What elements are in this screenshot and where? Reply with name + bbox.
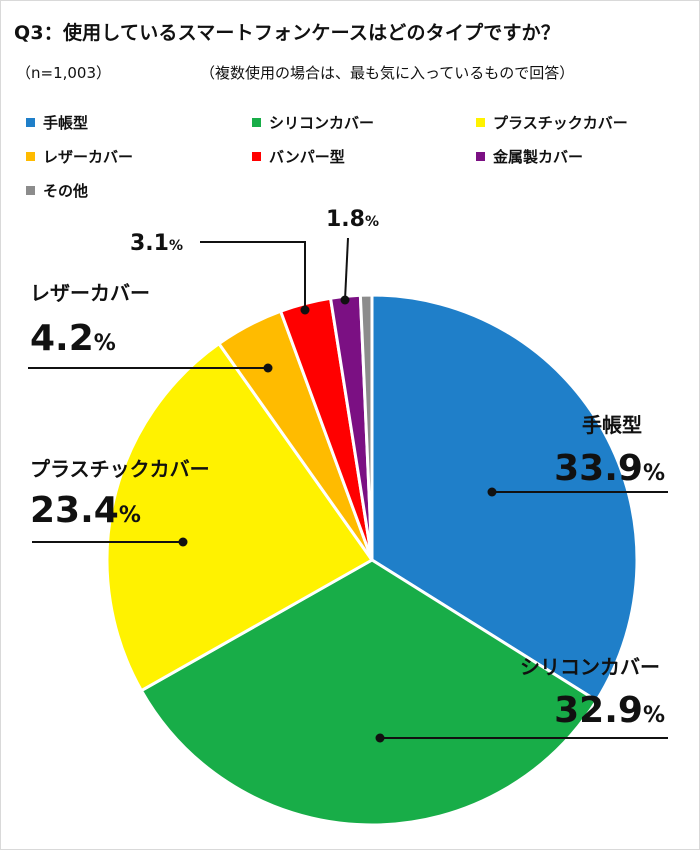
legend-label: 金属製カバー: [493, 148, 584, 166]
legend-label: バンパー型: [269, 148, 345, 166]
legend-swatch: [252, 152, 261, 161]
slice-name-label: レザーカバー: [30, 281, 150, 305]
value-percent-sign: %: [643, 703, 665, 728]
value-percent-sign: %: [169, 238, 183, 254]
chart-title: Q3：使用しているスマートフォンケースはどのタイプですか？: [14, 22, 561, 44]
legend-item: 手帳型: [26, 112, 88, 133]
legend-label: その他: [43, 182, 89, 200]
pie-slice: [370, 293, 639, 703]
leader-line: [200, 241, 306, 310]
answer-note: （複数使用の場合は、最も気に入っているもので回答）: [200, 64, 575, 82]
value-number: 3.1: [130, 231, 169, 256]
slice-name-label: プラスチックカバー: [30, 457, 210, 481]
pie-slice: [358, 293, 374, 561]
leader-dot: [263, 363, 273, 373]
slice-value-label: 32.9%: [554, 690, 665, 731]
legend-item: その他: [26, 180, 88, 201]
value-number: 4.2: [30, 318, 94, 359]
leader-dot: [375, 733, 385, 743]
value-percent-sign: %: [643, 461, 665, 486]
legend-swatch: [26, 152, 35, 161]
leader-dot: [487, 487, 497, 497]
slice-value-label: 33.9%: [554, 448, 665, 489]
legend-swatch: [476, 152, 485, 161]
leader-dot: [178, 537, 188, 547]
legend-item: レザーカバー: [26, 146, 133, 167]
legend-swatch: [26, 118, 35, 127]
legend-swatch: [476, 118, 485, 127]
legend-label: 手帳型: [43, 114, 89, 132]
slice-name-label: 手帳型: [582, 413, 642, 437]
slice-value-label: 4.2%: [30, 318, 116, 359]
legend-label: シリコンカバー: [269, 114, 375, 132]
value-number: 1.8: [326, 207, 365, 232]
value-percent-sign: %: [94, 331, 116, 356]
legend-label: プラスチックカバー: [493, 114, 628, 132]
value-number: 32.9: [554, 690, 643, 731]
legend-item: プラスチックカバー: [476, 112, 628, 133]
value-number: 33.9: [554, 448, 643, 489]
value-number: 23.4: [30, 490, 119, 531]
legend-item: 金属製カバー: [476, 146, 583, 167]
leader-dot: [300, 305, 310, 315]
leader-line: [344, 237, 349, 301]
legend-item: バンパー型: [252, 146, 345, 167]
legend-label: レザーカバー: [43, 148, 134, 166]
value-percent-sign: %: [365, 214, 379, 230]
leader-dot: [340, 295, 350, 305]
slice-name-label: シリコンカバー: [520, 655, 660, 679]
legend-swatch: [252, 118, 261, 127]
legend-item: シリコンカバー: [252, 112, 374, 133]
slice-value-label: 3.1%: [130, 231, 183, 256]
legend-swatch: [26, 186, 35, 195]
value-percent-sign: %: [119, 503, 141, 528]
pie-slice: [105, 341, 375, 693]
slice-value-label: 23.4%: [30, 490, 141, 531]
sample-size: （n=1,003）: [16, 64, 112, 82]
slice-value-label: 1.8%: [326, 207, 379, 232]
